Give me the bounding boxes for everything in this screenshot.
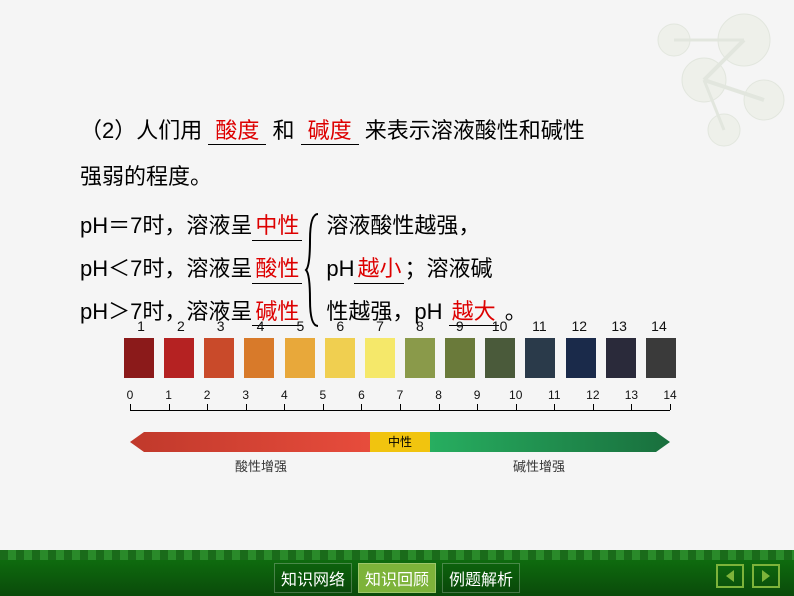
swatch-number: 11 xyxy=(524,318,554,334)
footer-bar: 知识网络知识回顾例题解析 xyxy=(0,560,794,596)
ph-color-chart: 1234567891011121314 01234567891011121314… xyxy=(120,318,680,452)
ph-scale: 01234567891011121314 xyxy=(130,392,670,422)
scale-tick-label: 7 xyxy=(397,388,404,402)
right-line-2: pH越小；溶液碱 xyxy=(326,248,720,291)
scale-tick-label: 9 xyxy=(474,388,481,402)
scale-tick-label: 11 xyxy=(548,388,560,402)
scale-tick-label: 3 xyxy=(242,388,249,402)
swatch-number-row: 1234567891011121314 xyxy=(120,318,680,334)
blank-smaller: 越小 xyxy=(354,256,404,283)
swatch-number: 5 xyxy=(285,318,315,334)
blank-alkalinity: 碱度 xyxy=(308,118,352,143)
nav-tab[interactable]: 知识网络 xyxy=(274,563,352,593)
nav-tab[interactable]: 例题解析 xyxy=(442,563,520,593)
ph-left-column: pH＝7时，溶液呈中性 pH＜7时，溶液呈酸性 pH＞7时，溶液呈碱性 xyxy=(80,205,302,334)
text-prefix: （2）人们用 xyxy=(80,118,202,143)
swatch-number: 9 xyxy=(445,318,475,334)
nav-tab[interactable]: 知识回顾 xyxy=(358,563,436,593)
scale-tick-label: 10 xyxy=(509,388,522,402)
swatch-number: 6 xyxy=(325,318,355,334)
brace-icon xyxy=(304,210,322,330)
color-swatch xyxy=(525,338,555,378)
ph-label: pH＜7时，溶液呈 xyxy=(80,256,252,281)
scale-tick-label: 13 xyxy=(625,388,638,402)
triangle-left-icon xyxy=(723,569,737,583)
scale-tick-label: 8 xyxy=(435,388,442,402)
neutral-label: 中性 xyxy=(370,432,430,452)
scale-tick-label: 4 xyxy=(281,388,288,402)
sentence-2: 强弱的程度。 xyxy=(80,156,720,198)
swatch-number: 13 xyxy=(604,318,634,334)
acid-arrow xyxy=(130,432,370,452)
scale-tick-label: 12 xyxy=(586,388,599,402)
color-swatch xyxy=(244,338,274,378)
scale-tick-label: 2 xyxy=(204,388,211,402)
nav-arrows xyxy=(716,564,780,588)
swatch-number: 2 xyxy=(166,318,196,334)
blank-acidity: 酸度 xyxy=(215,118,259,143)
ph-section: pH＝7时，溶液呈中性 pH＜7时，溶液呈酸性 pH＞7时，溶液呈碱性 溶液酸性… xyxy=(80,204,720,336)
scale-tick-label: 0 xyxy=(127,388,134,402)
color-swatch xyxy=(445,338,475,378)
swatch-number: 1 xyxy=(126,318,156,334)
prev-button[interactable] xyxy=(716,564,744,588)
ph-label: pH＝7时，溶液呈 xyxy=(80,213,252,238)
color-swatch xyxy=(485,338,515,378)
footer-stripe xyxy=(0,550,794,560)
ph-row: pH＝7时，溶液呈中性 xyxy=(80,205,302,248)
ph-right-column: 溶液酸性越强， pH越小；溶液碱 性越强，pH 越大 。 xyxy=(326,205,720,334)
color-swatch xyxy=(164,338,194,378)
scale-tick-label: 5 xyxy=(320,388,327,402)
sentence-1: （2）人们用 酸度 和 碱度 来表示溶液酸性和碱性 xyxy=(80,110,720,152)
color-swatch xyxy=(285,338,315,378)
swatch-number: 12 xyxy=(564,318,594,334)
next-button[interactable] xyxy=(752,564,780,588)
scale-tick-label: 14 xyxy=(663,388,676,402)
slide-content: （2）人们用 酸度 和 碱度 来表示溶液酸性和碱性 强弱的程度。 pH＝7时，溶… xyxy=(80,110,720,336)
ph-value-acid: 酸性 xyxy=(252,256,302,283)
footer: 知识网络知识回顾例题解析 xyxy=(0,550,794,596)
swatch-number: 10 xyxy=(485,318,515,334)
text-suffix: 来表示溶液酸性和碱性 xyxy=(365,118,585,143)
text-and: 和 xyxy=(273,118,295,143)
acid-increase-label: 酸性增强 xyxy=(235,456,287,475)
swatch-number: 4 xyxy=(246,318,276,334)
color-swatch xyxy=(124,338,154,378)
color-swatch xyxy=(365,338,395,378)
swatch-number: 8 xyxy=(405,318,435,334)
base-arrow xyxy=(430,432,670,452)
color-swatch xyxy=(606,338,636,378)
color-swatch xyxy=(405,338,435,378)
swatch-number: 7 xyxy=(365,318,395,334)
right-line-1: 溶液酸性越强， xyxy=(326,205,720,248)
triangle-right-icon xyxy=(759,569,773,583)
base-increase-label: 碱性增强 xyxy=(513,456,565,475)
arrow-bar-wrap: 中性 酸性增强 碱性增强 xyxy=(120,432,680,452)
scale-tick-label: 6 xyxy=(358,388,365,402)
color-swatch xyxy=(325,338,355,378)
swatch-row xyxy=(120,338,680,378)
color-swatch xyxy=(646,338,676,378)
swatch-number: 14 xyxy=(644,318,674,334)
ph-row: pH＜7时，溶液呈酸性 xyxy=(80,248,302,291)
color-swatch xyxy=(566,338,596,378)
color-swatch xyxy=(204,338,234,378)
swatch-number: 3 xyxy=(206,318,236,334)
scale-tick-label: 1 xyxy=(165,388,172,402)
ph-value-neutral: 中性 xyxy=(252,213,302,240)
